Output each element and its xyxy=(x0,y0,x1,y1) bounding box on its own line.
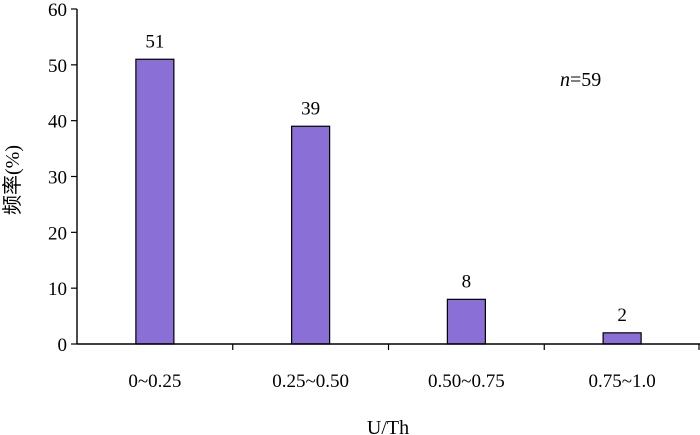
sample-size-annotation: n=59 xyxy=(560,69,601,91)
x-axis-title: U/Th xyxy=(367,417,409,435)
y-tick-label: 30 xyxy=(48,168,67,189)
category-label-3: 0.50~0.75 xyxy=(428,371,505,392)
annotation-n: n xyxy=(560,69,570,91)
y-tick-label: 40 xyxy=(48,112,67,133)
y-tick-label: 20 xyxy=(48,223,67,244)
bars xyxy=(135,58,642,345)
annotation-count: =59 xyxy=(570,69,601,91)
y-tick-label: 0 xyxy=(58,335,68,356)
y-axis-ticks: 0 10 20 30 40 50 60 xyxy=(48,0,77,356)
y-tick-label: 50 xyxy=(48,56,67,77)
y-tick-label: 10 xyxy=(48,279,67,300)
data-label-4: 2 xyxy=(617,305,627,326)
y-axis-title: 频率(%) xyxy=(1,145,24,215)
data-label-3: 8 xyxy=(462,271,472,292)
data-label-1: 51 xyxy=(145,31,164,52)
category-label-2: 0.25~0.50 xyxy=(272,371,349,392)
bar-4 xyxy=(602,332,642,345)
bar-3 xyxy=(446,298,486,345)
category-labels: 0~0.25 0.25~0.50 0.50~0.75 0.75~1.0 xyxy=(128,371,655,392)
category-label-4: 0.75~1.0 xyxy=(588,371,655,392)
x-axis-ticks xyxy=(232,344,700,350)
y-tick-label: 60 xyxy=(48,0,67,21)
data-label-2: 39 xyxy=(301,98,320,119)
bar-1 xyxy=(135,58,175,345)
bar-2 xyxy=(291,125,331,345)
data-labels: 51 39 8 2 xyxy=(145,31,627,326)
category-label-1: 0~0.25 xyxy=(128,371,181,392)
